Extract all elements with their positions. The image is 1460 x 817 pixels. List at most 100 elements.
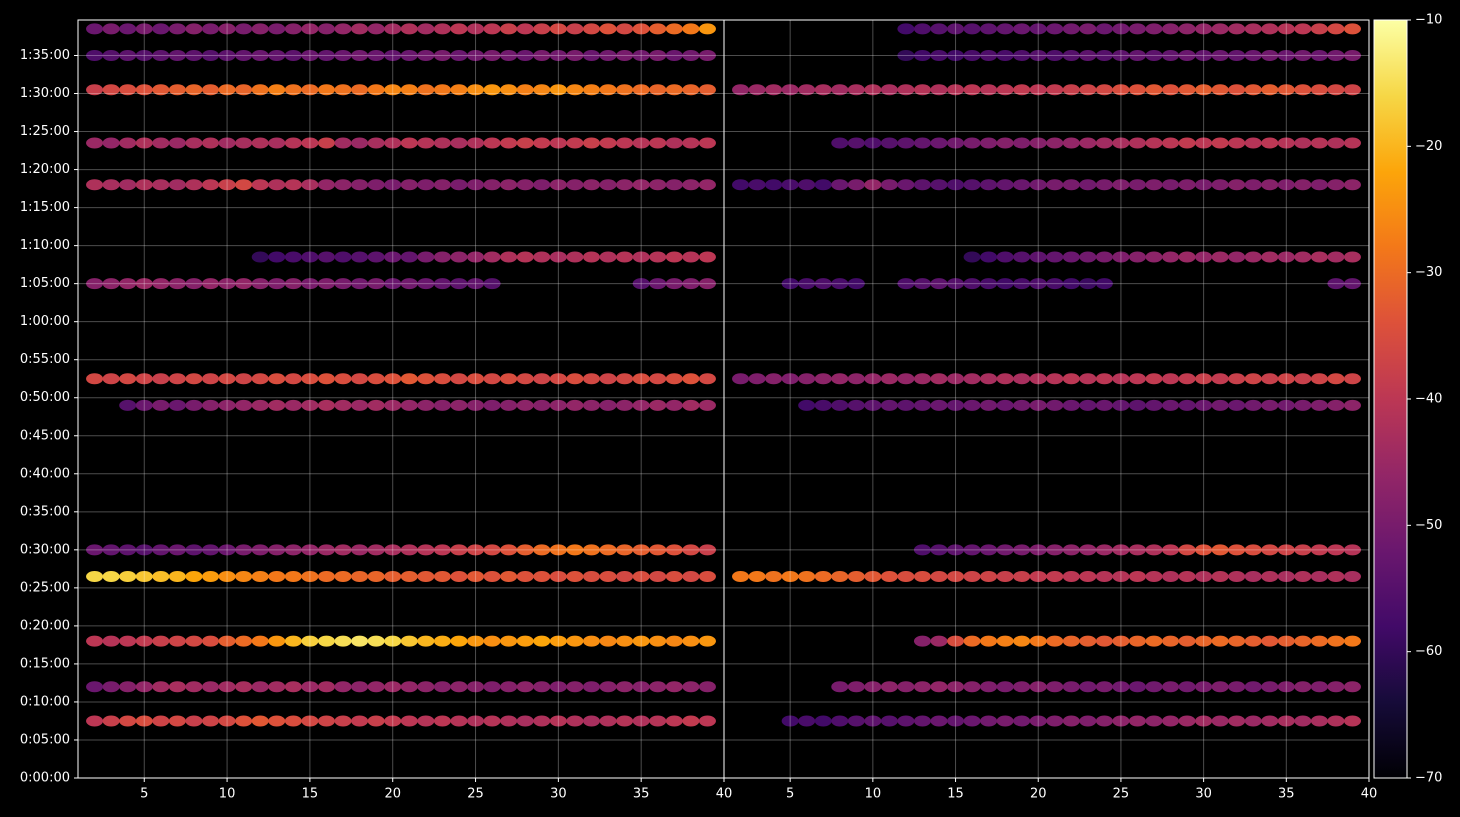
cell xyxy=(1029,23,1047,35)
cell xyxy=(483,635,501,647)
cell xyxy=(1310,49,1328,61)
cell xyxy=(1079,251,1097,263)
cell xyxy=(500,179,518,191)
cell xyxy=(980,251,998,263)
cell xyxy=(1178,179,1196,191)
cell xyxy=(1095,544,1113,556)
cell xyxy=(913,715,931,727)
cell xyxy=(996,715,1014,727)
cell xyxy=(301,544,319,556)
cell xyxy=(334,715,352,727)
cell xyxy=(450,681,468,693)
x-tick-label: 30 xyxy=(550,787,567,802)
cell xyxy=(897,570,915,582)
cell xyxy=(913,681,931,693)
cell xyxy=(1029,179,1047,191)
cell xyxy=(102,715,120,727)
cell xyxy=(516,399,534,411)
cell xyxy=(483,681,501,693)
cell xyxy=(1211,23,1229,35)
cell xyxy=(765,179,783,191)
cell xyxy=(500,635,518,647)
cell xyxy=(168,635,186,647)
cell xyxy=(1128,715,1146,727)
cell xyxy=(831,84,849,96)
cell xyxy=(119,570,137,582)
cell xyxy=(599,137,617,149)
cell xyxy=(616,635,634,647)
cell xyxy=(947,681,965,693)
cell xyxy=(698,635,716,647)
cell xyxy=(847,399,865,411)
cell xyxy=(847,715,865,727)
cell xyxy=(235,715,253,727)
cell xyxy=(566,373,584,385)
cell xyxy=(284,373,302,385)
cell xyxy=(301,373,319,385)
cell xyxy=(119,84,137,96)
cell xyxy=(665,570,683,582)
cell xyxy=(963,251,981,263)
cell xyxy=(1228,715,1246,727)
cell xyxy=(665,84,683,96)
cell xyxy=(980,373,998,385)
cell xyxy=(500,23,518,35)
cell xyxy=(1211,179,1229,191)
cell xyxy=(947,49,965,61)
cell xyxy=(831,373,849,385)
cell xyxy=(1112,715,1130,727)
cell xyxy=(235,23,253,35)
cell xyxy=(1013,544,1031,556)
cell xyxy=(218,570,236,582)
cell xyxy=(1261,49,1279,61)
cell xyxy=(798,570,816,582)
cell xyxy=(202,635,220,647)
cell xyxy=(417,179,435,191)
cell xyxy=(847,179,865,191)
cell xyxy=(284,635,302,647)
cell xyxy=(218,681,236,693)
cell xyxy=(649,278,667,290)
cell xyxy=(566,179,584,191)
cell xyxy=(1029,278,1047,290)
cell xyxy=(102,544,120,556)
cell xyxy=(450,23,468,35)
cell xyxy=(533,49,551,61)
cell xyxy=(1294,681,1312,693)
cell xyxy=(450,373,468,385)
cell xyxy=(400,49,418,61)
cell xyxy=(417,251,435,263)
cell xyxy=(1112,179,1130,191)
cell xyxy=(698,715,716,727)
cell xyxy=(301,278,319,290)
cell xyxy=(1228,681,1246,693)
cell xyxy=(582,399,600,411)
cell xyxy=(533,373,551,385)
cell xyxy=(1145,84,1163,96)
cell xyxy=(1062,84,1080,96)
cell xyxy=(698,278,716,290)
cell xyxy=(814,84,832,96)
cell xyxy=(566,715,584,727)
cell xyxy=(185,49,203,61)
cell xyxy=(1195,635,1213,647)
cell xyxy=(533,137,551,149)
cell xyxy=(665,544,683,556)
cell xyxy=(1128,544,1146,556)
cell xyxy=(897,179,915,191)
cell xyxy=(1261,544,1279,556)
cell xyxy=(384,715,402,727)
cell xyxy=(798,179,816,191)
cell xyxy=(1327,399,1345,411)
cell xyxy=(798,399,816,411)
cell xyxy=(135,84,153,96)
y-tick-label: 0:20:00 xyxy=(20,618,70,633)
cell xyxy=(218,715,236,727)
cell xyxy=(963,137,981,149)
cell xyxy=(483,84,501,96)
cell xyxy=(168,373,186,385)
cell xyxy=(980,715,998,727)
cell xyxy=(1261,399,1279,411)
cell xyxy=(1029,84,1047,96)
